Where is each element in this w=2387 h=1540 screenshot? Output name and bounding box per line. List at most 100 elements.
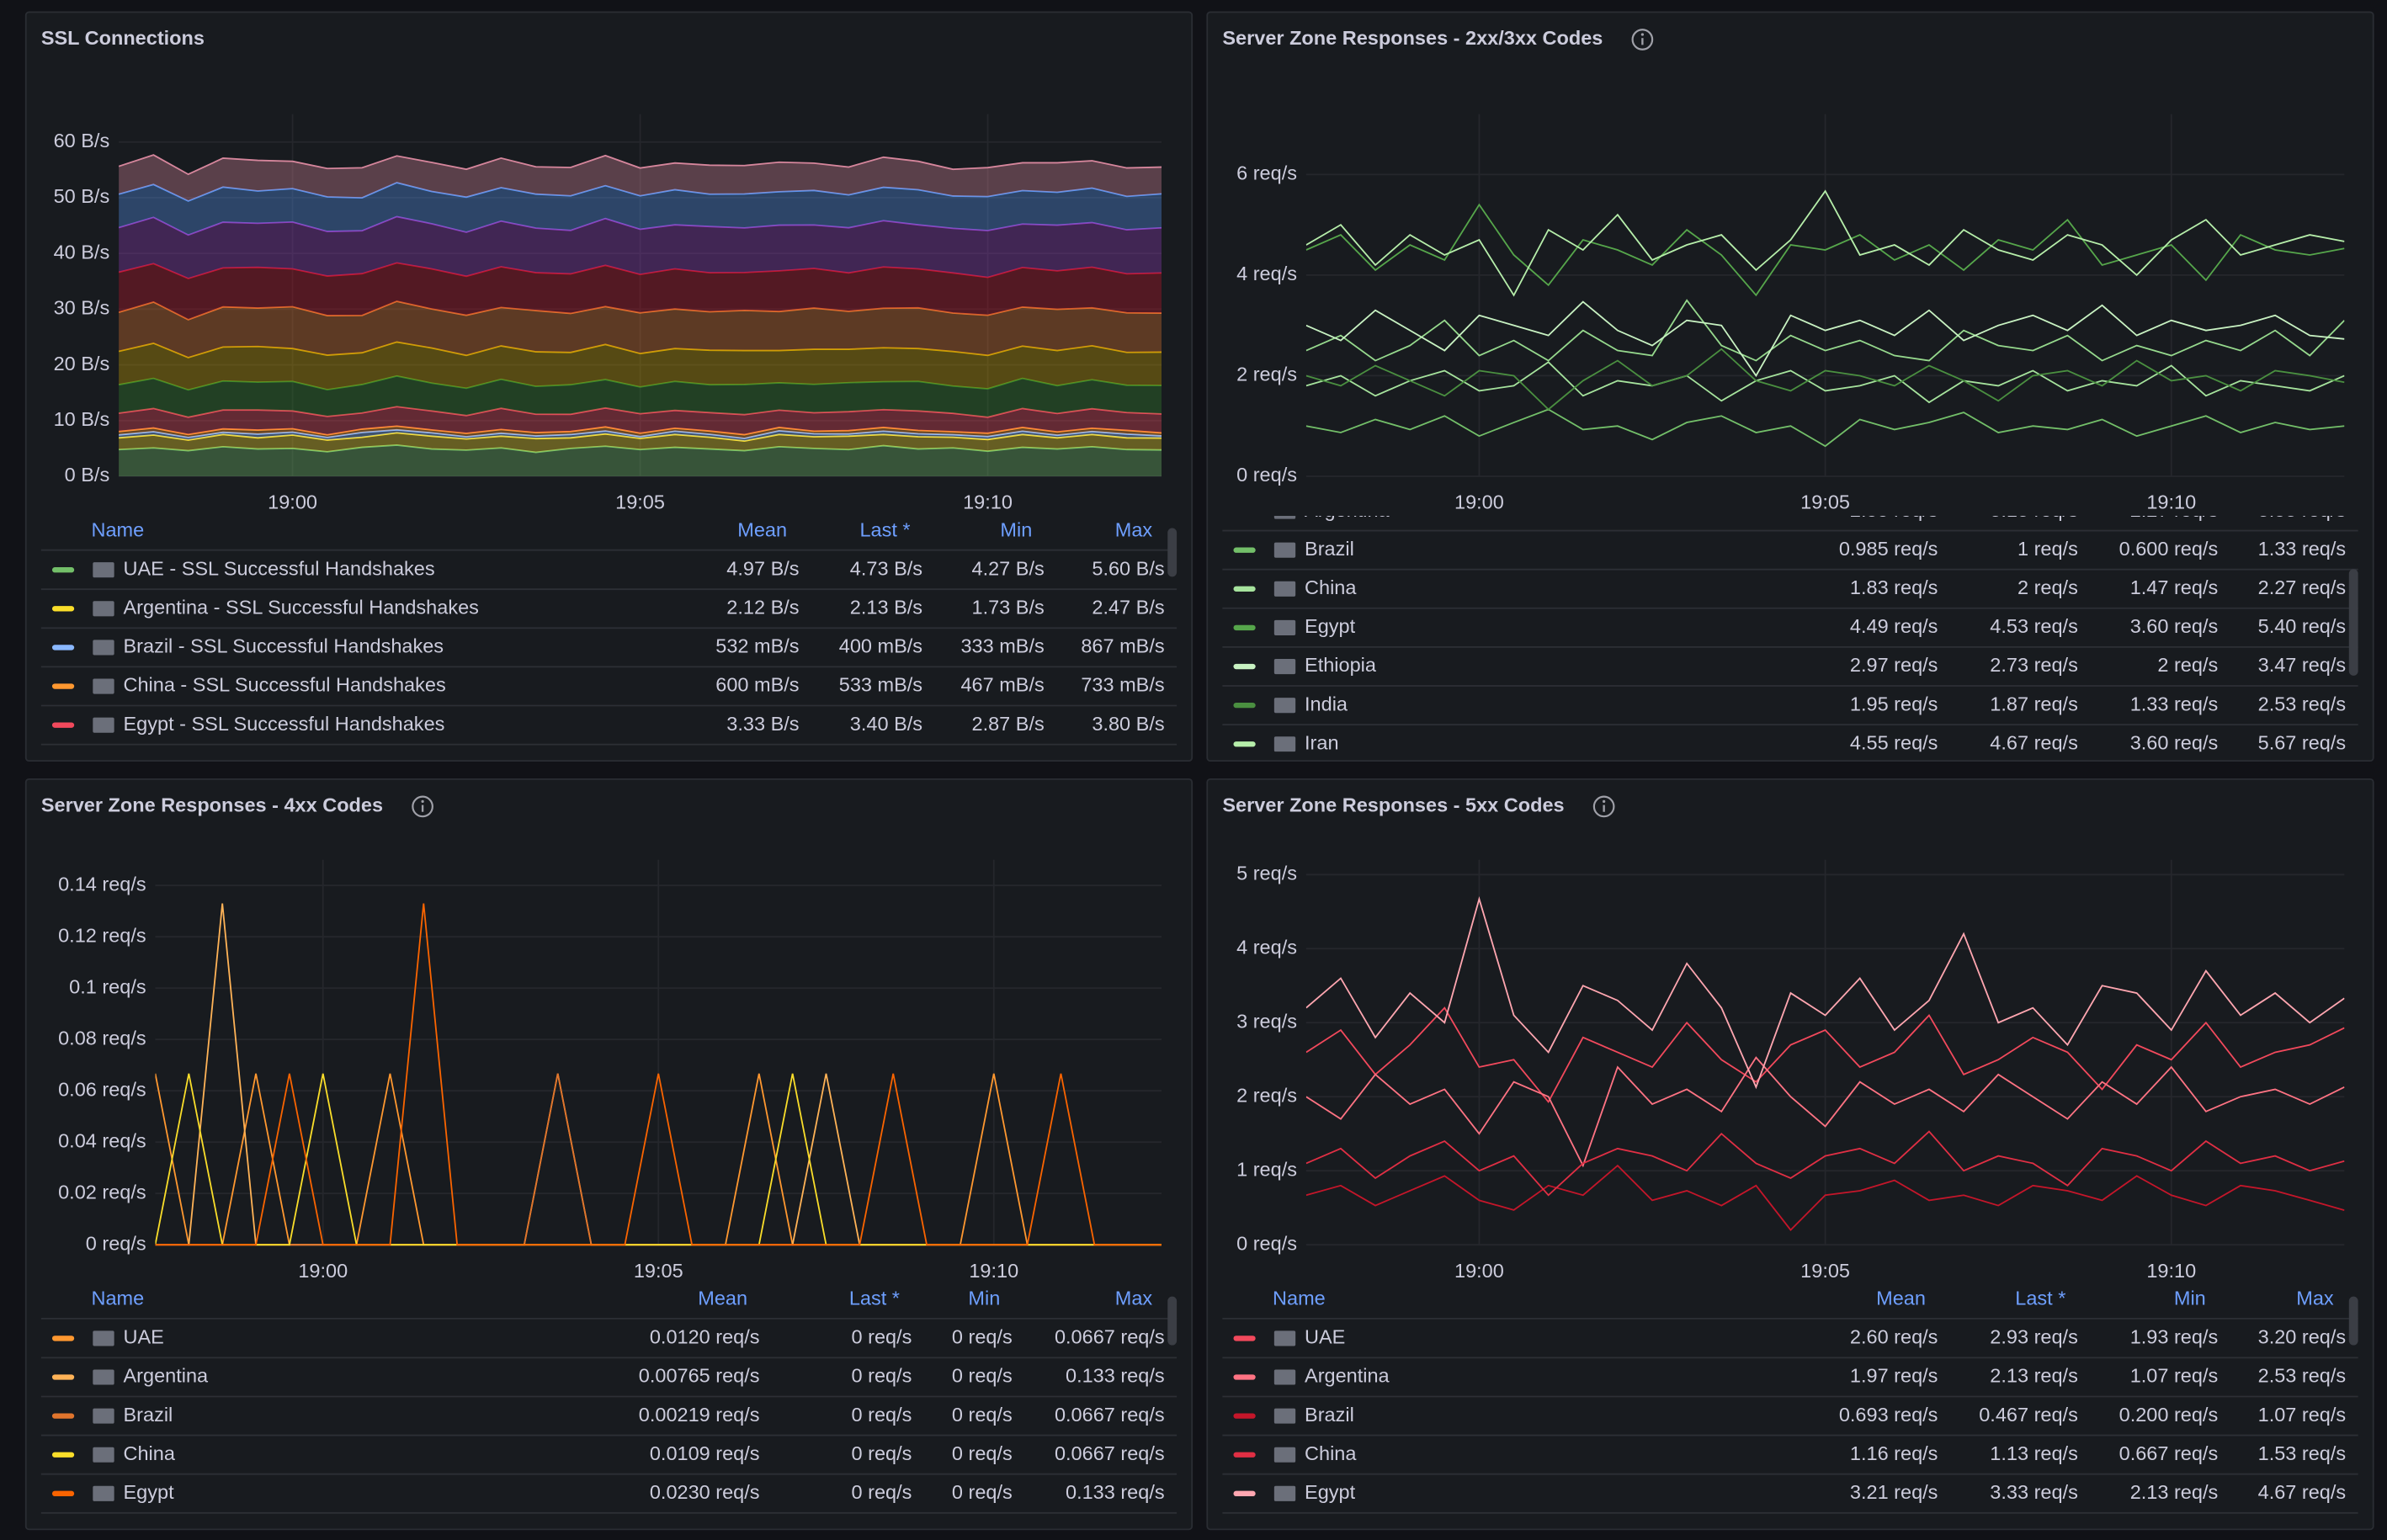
flag-icon: [1273, 736, 1296, 752]
legend-stat: 1.33 req/s: [2130, 693, 2219, 714]
legend-stat: 3.20 req/s: [2258, 1326, 2347, 1348]
y-tick-label: 0.12 req/s: [58, 924, 146, 946]
legend-stat: 333 mB/s: [960, 635, 1044, 657]
legend-stat: 2.53 req/s: [2258, 1365, 2347, 1387]
flag-icon: [93, 640, 114, 656]
legend-name: UAE: [1305, 1326, 1345, 1348]
legend-stat: 4.49 req/s: [1850, 615, 1938, 637]
legend-name: UAE: [124, 1326, 164, 1348]
legend-stat: 0.667 req/s: [2119, 1442, 2219, 1464]
legend-header: Last *: [859, 518, 910, 540]
legend-header: Mean: [698, 1287, 747, 1309]
y-tick-label: 30 B/s: [54, 297, 110, 319]
series-line: [1305, 1130, 2345, 1197]
flag-icon: [1273, 1485, 1296, 1501]
legend-stat: 2.13 req/s: [1990, 1365, 2078, 1387]
legend-stat: 0 req/s: [852, 1326, 912, 1348]
legend-stat: 3.13 req/s: [1990, 499, 2078, 521]
legend-stat: 400 mB/s: [839, 635, 922, 657]
legend-name: Egypt: [1305, 615, 1356, 637]
y-tick-label: 4 req/s: [1236, 936, 1297, 958]
legend-stat: 3.33 req/s: [1990, 1481, 2078, 1503]
legend-stat: 4.55 req/s: [1850, 731, 1938, 753]
legend-row: Ethiopia 2.97 req/s 2.73 req/s 2 req/s 3.47 …: [1222, 654, 2358, 687]
series-line: [1305, 1056, 2345, 1168]
info-icon-circle: [1631, 29, 1654, 50]
scrollbar: [1167, 528, 1178, 577]
legend-row: Argentina 1.97 req/s 2.13 req/s 1.07 req/s 2…: [1222, 1365, 2358, 1398]
legend-stat: 1.33 req/s: [2258, 538, 2347, 560]
y-tick-label: 0 B/s: [65, 464, 110, 486]
legend-header: Max: [1115, 518, 1153, 540]
legend-stat: 4.67 req/s: [2258, 1481, 2347, 1503]
legend-name: China: [1305, 1442, 1357, 1464]
area-fill: [119, 342, 1162, 390]
flag-icon: [93, 1485, 114, 1501]
flag-icon: [1273, 542, 1296, 558]
legend-stat: 0.693 req/s: [1839, 1404, 1938, 1426]
plot-area: [155, 903, 1162, 1246]
legend-name: Egypt - SSL Successful Handshakes: [124, 713, 445, 735]
legend-stat: 5.60 B/s: [1092, 557, 1164, 579]
y-tick-label: 0.02 req/s: [58, 1181, 146, 1203]
info-icon: [412, 795, 433, 818]
legend-stat: 4.53 req/s: [1990, 615, 2078, 637]
flag-icon: [93, 1330, 114, 1346]
y-tick-label: 0 req/s: [1236, 1232, 1297, 1254]
legend-row: Argentina - SSL Successful Handshakes 2.1…: [40, 597, 1178, 629]
legend-stat: 2 req/s: [2018, 576, 2078, 598]
panel: Server Zone Responses - 4xx Codes 0 req/s…: [24, 778, 1194, 1531]
legend-row: Brazil 0.693 req/s 0.467 req/s 0.200 req/s 1…: [1222, 1404, 2358, 1436]
legend-row: China 0.0109 req/s 0 req/s 0 req/s 0.0667 re…: [40, 1442, 1178, 1475]
legend-stat: 2.97 req/s: [1850, 654, 1938, 676]
legend-row: Argentina 0.00765 req/s 0 req/s 0 req/s 0.13…: [40, 1365, 1178, 1398]
legend-stat: 4.97 B/s: [726, 557, 799, 579]
legend-stat: 2.73 req/s: [1990, 654, 2078, 676]
legend-stat: 0.985 req/s: [1839, 538, 1938, 560]
legend-stat: 0 req/s: [852, 1442, 912, 1464]
plot-area: [1305, 189, 2345, 448]
legend-stat: 1.07 req/s: [2130, 1365, 2219, 1387]
panel-frame: [24, 778, 1194, 1531]
legend-stat: 0 req/s: [952, 1442, 1013, 1464]
legend-name: Brazil: [1305, 1404, 1354, 1426]
panel-title: Server Zone Responses - 4xx Codes: [41, 794, 383, 816]
legend-name: China: [124, 1442, 176, 1464]
legend-stat: 2.87 B/s: [972, 713, 1045, 735]
y-tick-label: 2 req/s: [1236, 364, 1297, 385]
flag-icon: [1273, 516, 1296, 519]
y-tick-label: 6 req/s: [1236, 162, 1297, 184]
panel-title: Server Zone Responses - 2xx/3xx Codes: [1222, 27, 1603, 49]
series-line: [119, 182, 1162, 202]
series-line: [1305, 299, 2345, 362]
legend-header: Name: [92, 1287, 145, 1309]
legend-stat: 1.16 req/s: [1850, 1442, 1938, 1464]
legend-stat: 0.0667 req/s: [1055, 1442, 1165, 1464]
area-fill: [119, 263, 1162, 320]
y-tick-label: 0.1 req/s: [69, 975, 146, 997]
flag-icon: [1273, 1369, 1296, 1385]
legend-name: UAE - SSL Successful Handshakes: [124, 557, 435, 579]
legend-row: Brazil 0.985 req/s 1 req/s 0.600 req/s 1.33 …: [1222, 538, 2358, 571]
x-tick-label: 19:05: [1800, 491, 1850, 513]
series-line: [1305, 189, 2345, 297]
legend-stat: 0 req/s: [852, 1365, 912, 1387]
x-tick-label: 19:00: [1454, 1260, 1504, 1282]
legend-name: Argentina: [1305, 499, 1390, 521]
legend-stat: 4.67 req/s: [1990, 731, 2078, 753]
flag-icon: [1273, 698, 1296, 714]
y-tick-label: 10 B/s: [54, 408, 110, 430]
legend-row: Brazil 0.00219 req/s 0 req/s 0 req/s 0.0667 …: [40, 1404, 1178, 1436]
legend-name: Brazil - SSL Successful Handshakes: [124, 635, 444, 657]
legend-header: Min: [968, 1287, 1000, 1309]
y-tick-label: 50 B/s: [54, 185, 110, 207]
legend-name: Egypt: [1305, 1481, 1356, 1503]
legend-stat: 3.21 req/s: [1850, 1481, 1938, 1503]
area-fill: [119, 301, 1162, 358]
legend-header: Name: [1273, 1287, 1326, 1309]
legend-name: China: [1305, 576, 1357, 598]
legend-stat: 3.80 B/s: [1092, 713, 1164, 735]
